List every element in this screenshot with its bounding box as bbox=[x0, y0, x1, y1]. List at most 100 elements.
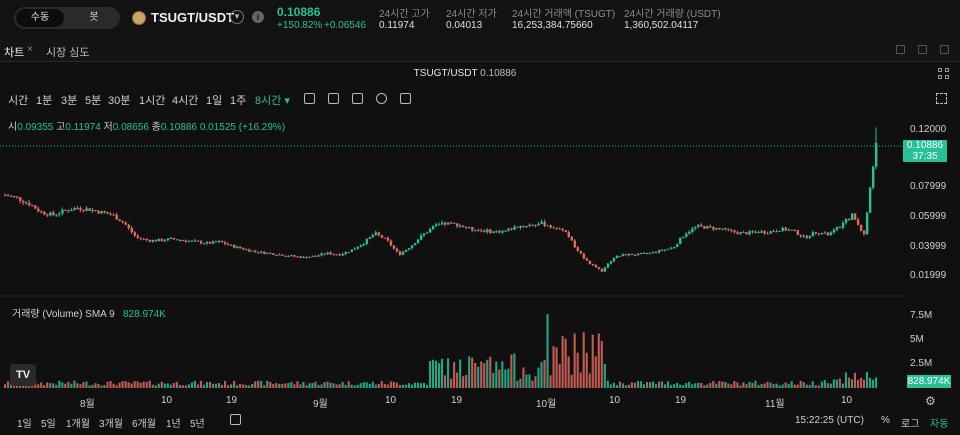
volume-bar bbox=[766, 381, 769, 388]
range-button[interactable]: 5일 bbox=[41, 419, 56, 430]
volume-bar bbox=[326, 381, 329, 388]
auto-scale-button[interactable]: 자동 bbox=[930, 419, 949, 430]
ohlc-low-label: 저 bbox=[103, 122, 113, 133]
volume-bar bbox=[407, 383, 410, 388]
tab-chart[interactable]: 차트 bbox=[4, 47, 25, 59]
candle-body bbox=[712, 226, 715, 230]
tab-market-depth[interactable]: 시장 심도 bbox=[46, 47, 90, 59]
percent-scale-button[interactable]: % bbox=[881, 415, 890, 426]
volume-bar bbox=[401, 384, 404, 388]
candle-body bbox=[362, 243, 366, 246]
timeframe-1[interactable]: 1분 bbox=[36, 95, 53, 107]
log-scale-button[interactable]: 로그 bbox=[901, 419, 920, 430]
candle-body bbox=[217, 241, 221, 243]
fullscreen-icon[interactable] bbox=[936, 93, 947, 104]
range-button[interactable]: 3개월 bbox=[99, 419, 123, 430]
volume-bar bbox=[254, 381, 257, 388]
timeframe-9[interactable]: 8시간 ▾ bbox=[255, 95, 290, 107]
volume-bar bbox=[160, 381, 163, 388]
pair-name[interactable]: TSUGT/USDT bbox=[151, 10, 235, 25]
candle-body bbox=[739, 232, 742, 234]
candle-body bbox=[450, 222, 453, 224]
volume-bar bbox=[609, 384, 612, 388]
camera-icon[interactable] bbox=[400, 93, 411, 104]
volume-bar bbox=[239, 384, 242, 388]
candle-body bbox=[178, 240, 182, 242]
volume-legend: 거래량 (Volume) SMA 9 828.974K bbox=[12, 305, 166, 320]
chevron-down-icon[interactable]: ▼ bbox=[230, 10, 244, 24]
settings-icon[interactable] bbox=[376, 93, 387, 104]
close-icon[interactable]: × bbox=[27, 44, 33, 55]
candle-body bbox=[323, 253, 326, 255]
candle-body bbox=[175, 239, 179, 241]
volume-bar bbox=[169, 384, 172, 388]
volume-bar bbox=[787, 383, 790, 388]
candlestick-chart[interactable] bbox=[0, 110, 960, 390]
popout-icon[interactable] bbox=[918, 45, 927, 54]
candle-body bbox=[368, 237, 372, 239]
candle-body bbox=[769, 231, 772, 234]
timeframe-3[interactable]: 5분 bbox=[85, 95, 102, 107]
volume-bar bbox=[606, 380, 609, 388]
volume-bar bbox=[682, 385, 685, 388]
timeframe-2[interactable]: 3분 bbox=[61, 95, 78, 107]
candle-body bbox=[248, 249, 251, 252]
time-tick: 19 bbox=[226, 395, 238, 406]
candle-body bbox=[338, 254, 341, 256]
last-price: 0.10886 bbox=[277, 5, 321, 19]
expand-icon[interactable] bbox=[940, 45, 949, 54]
timeframe-6[interactable]: 4시간 bbox=[172, 95, 199, 107]
volume-bar bbox=[85, 381, 88, 388]
mode-bot[interactable]: 봇 bbox=[89, 12, 99, 23]
candle-body bbox=[290, 255, 293, 257]
volume-tick: 2.5M bbox=[910, 358, 933, 369]
timeframe-0[interactable]: 시간 bbox=[8, 95, 29, 107]
mode-toggle[interactable]: 수동 봇 bbox=[14, 7, 120, 29]
candle-body bbox=[727, 228, 730, 230]
window-icon[interactable] bbox=[896, 45, 905, 54]
candle-body bbox=[600, 268, 604, 272]
range-button[interactable]: 1년 bbox=[166, 419, 181, 430]
indicators-icon[interactable] bbox=[328, 93, 339, 104]
range-button[interactable]: 1일 bbox=[17, 419, 32, 430]
volume-bar bbox=[865, 371, 869, 388]
volume-bar bbox=[525, 374, 528, 388]
timeframe-4[interactable]: 30분 bbox=[108, 95, 131, 107]
range-button[interactable]: 5년 bbox=[190, 419, 205, 430]
layout-grid-icon[interactable] bbox=[938, 68, 950, 80]
range-button[interactable]: 1개월 bbox=[66, 419, 90, 430]
gear-icon[interactable]: ⚙ bbox=[925, 394, 936, 408]
candle-body bbox=[293, 255, 296, 257]
candle-type-icon[interactable] bbox=[304, 93, 315, 104]
candle-body bbox=[633, 255, 637, 257]
timeframe-8[interactable]: 1주 bbox=[230, 95, 247, 107]
volume-bar bbox=[67, 381, 70, 388]
drawing-icon[interactable] bbox=[352, 93, 363, 104]
mode-manual[interactable]: 수동 bbox=[16, 9, 64, 27]
volume-bar bbox=[706, 384, 709, 388]
top-bar bbox=[0, 0, 960, 38]
tradingview-logo[interactable]: TV bbox=[10, 364, 36, 386]
range-button[interactable]: 6개월 bbox=[132, 419, 156, 430]
candle-body bbox=[220, 241, 224, 243]
volume-bar bbox=[28, 384, 31, 388]
candle-body bbox=[91, 210, 94, 212]
candle-body bbox=[28, 202, 31, 206]
candle-body bbox=[471, 227, 474, 231]
volume-bar bbox=[871, 379, 875, 388]
timeframe-7[interactable]: 1일 bbox=[206, 95, 223, 107]
candle-body bbox=[302, 256, 305, 258]
candle-body bbox=[706, 226, 709, 229]
ohlc-low: 0.08656 bbox=[112, 122, 149, 133]
candle-body bbox=[811, 232, 815, 237]
calendar-icon[interactable] bbox=[230, 414, 241, 425]
volume-bar bbox=[278, 383, 281, 388]
candle-body bbox=[145, 238, 149, 241]
candle-body bbox=[838, 227, 842, 229]
volume-bar bbox=[688, 381, 691, 388]
volume-bar bbox=[465, 374, 468, 388]
timeframe-5[interactable]: 1시간 bbox=[139, 95, 166, 107]
info-icon[interactable]: i bbox=[252, 11, 264, 23]
volume-bar bbox=[347, 381, 350, 388]
candle-body bbox=[594, 264, 598, 268]
